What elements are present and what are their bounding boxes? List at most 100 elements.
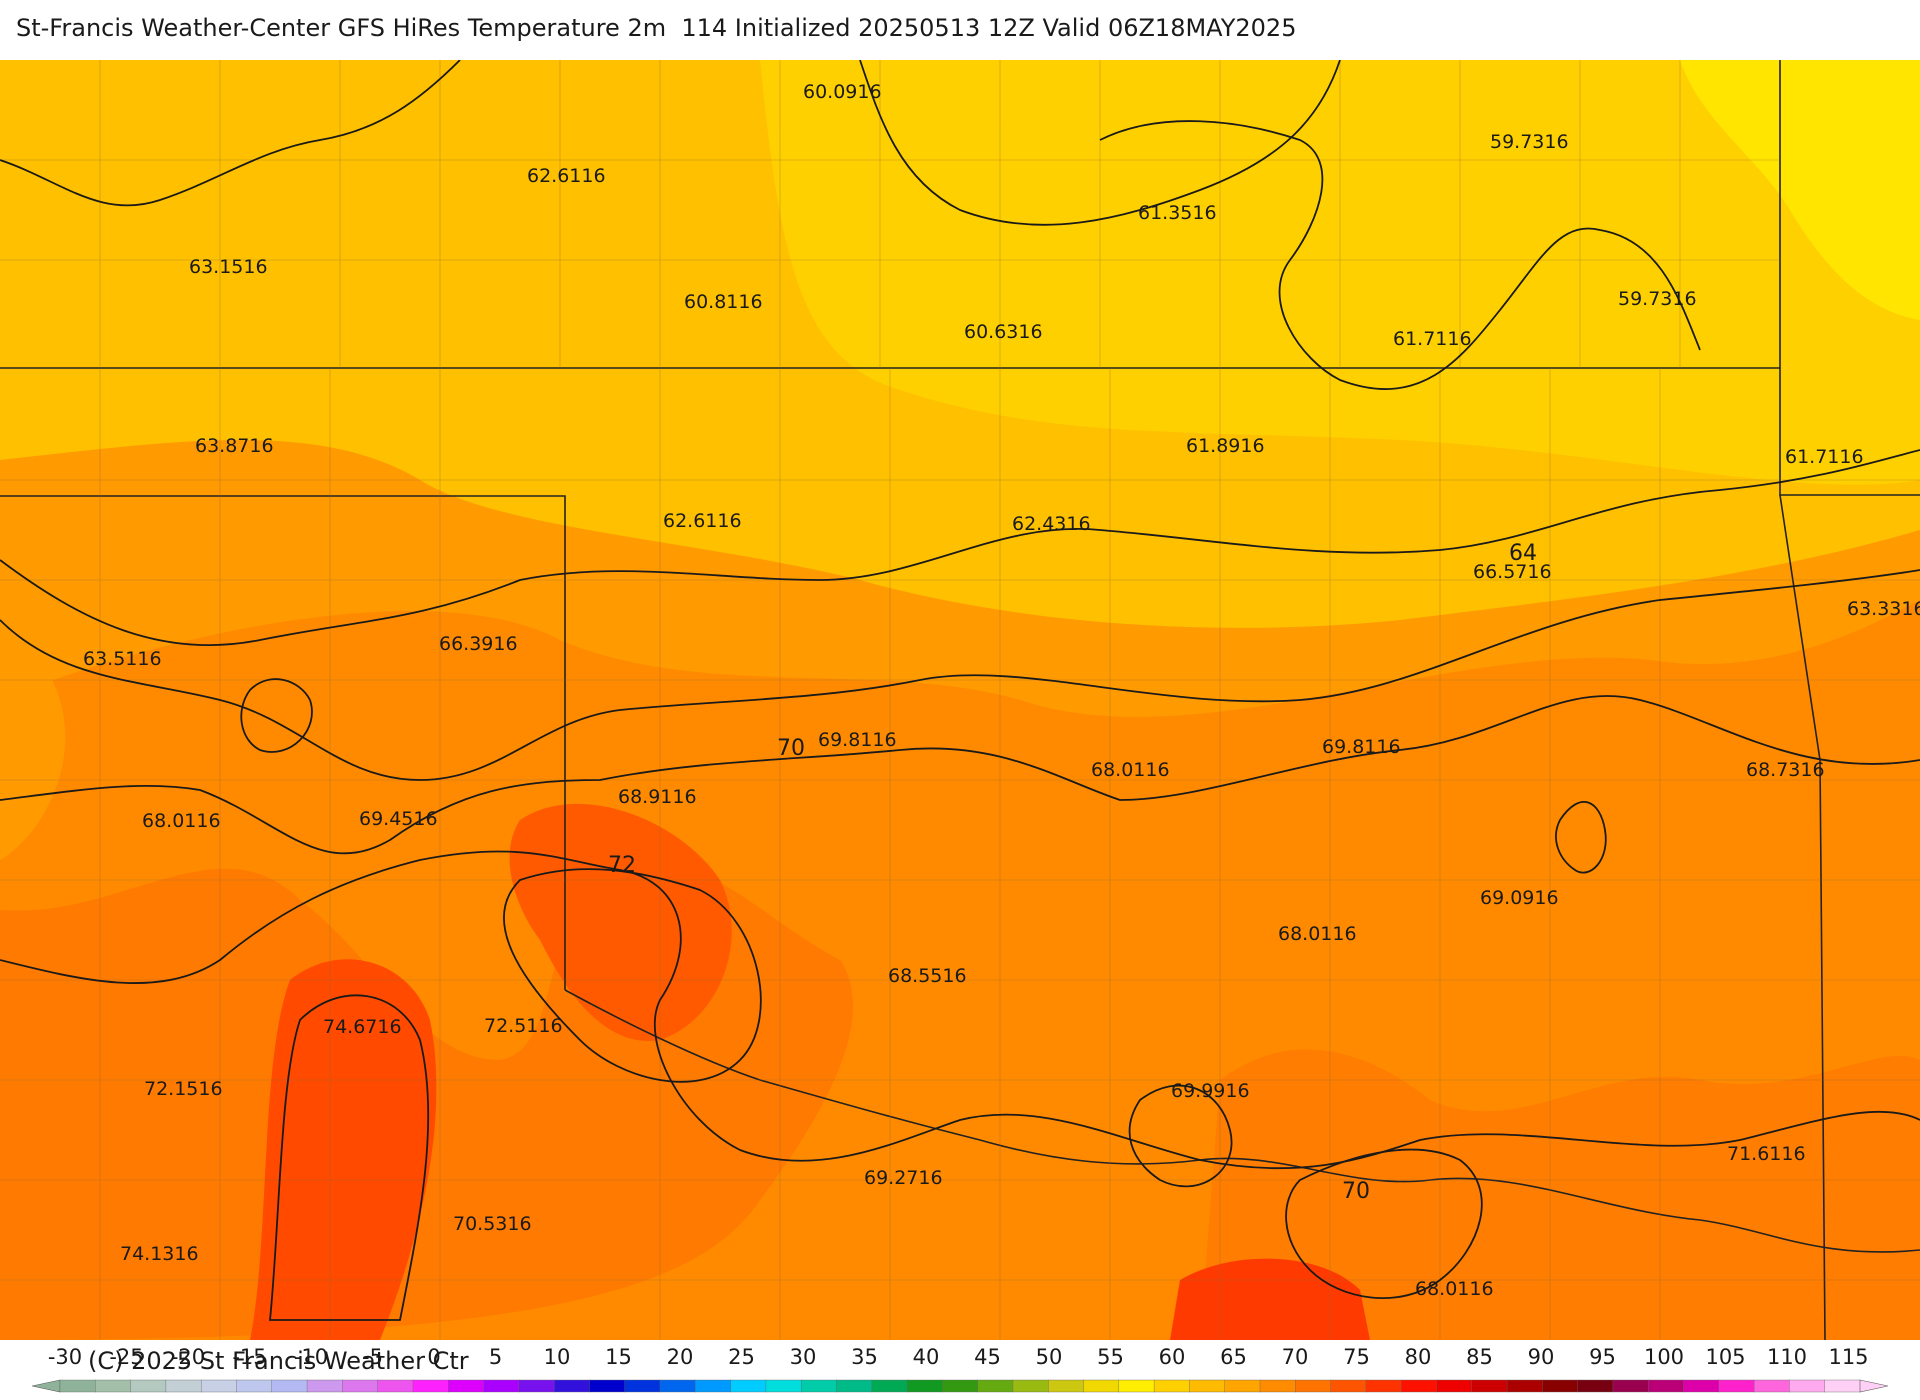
point-value: 60.8116: [684, 291, 763, 313]
legend-swatch: [59, 1379, 96, 1393]
point-value-labels: 60.0916 59.7316 62.6116 61.3516 63.1516 …: [83, 81, 1920, 1300]
point-value: 72.1516: [144, 1078, 223, 1100]
legend-color-bar: [31, 1379, 1889, 1393]
legend-tick-label: -25: [109, 1345, 143, 1369]
point-value: 60.0916: [803, 81, 882, 103]
legend-swatch: [977, 1379, 1014, 1393]
point-value: 59.7316: [1490, 131, 1569, 153]
contour-west-ring: [240, 678, 313, 753]
legend-swatch: [448, 1379, 485, 1393]
legend-swatch: [271, 1379, 308, 1393]
legend-swatch: [589, 1379, 626, 1393]
legend-swatch: [342, 1379, 379, 1393]
legend-swatch: [695, 1379, 732, 1393]
point-value: 68.7316: [1746, 759, 1825, 781]
legend-tick-label: 100: [1644, 1345, 1684, 1369]
point-value: 69.8116: [818, 729, 897, 751]
legend-swatch: [765, 1379, 802, 1393]
contour-74: [269, 994, 430, 1321]
legend-swatch: [165, 1379, 202, 1393]
contour-se: [1285, 1148, 1483, 1299]
contour-70: [0, 850, 1920, 1170]
point-value: 68.0116: [1278, 923, 1357, 945]
legend-swatch: [1648, 1379, 1685, 1393]
legend-swatch: [1718, 1379, 1755, 1393]
legend-swatch: [871, 1379, 908, 1393]
legend-swatch: [1753, 1379, 1791, 1393]
band-red-core-2: [250, 959, 437, 1340]
color-legend: -30 -25 -20 -15 -10 -5 0 5 10 15 20 25 30 35 40 45 50 55 6…: [31, 1345, 1889, 1393]
legend-tick-label: -10: [294, 1345, 328, 1369]
legend-swatch: [624, 1379, 661, 1393]
chart-title: St-Francis Weather-Center GFS HiRes Temp…: [16, 14, 1297, 42]
legend-tick-label: 95: [1589, 1345, 1616, 1369]
legend-tick-label: 115: [1828, 1345, 1868, 1369]
point-value: 62.4316: [1012, 513, 1091, 535]
legend-tick-label: 0: [427, 1345, 440, 1369]
legend-swatch: [730, 1379, 767, 1393]
legend-tick-label: -20: [171, 1345, 205, 1369]
point-value: 70.5316: [453, 1213, 532, 1235]
legend-tick-label: 105: [1705, 1345, 1745, 1369]
point-value: 69.8116: [1322, 736, 1401, 758]
legend-swatch: [1153, 1379, 1191, 1393]
legend-tick-label: 40: [913, 1345, 940, 1369]
legend-swatch: [836, 1379, 873, 1393]
contour-label: 72: [608, 853, 636, 878]
point-value: 59.7316: [1618, 288, 1697, 310]
contour-72: [503, 868, 762, 1083]
legend-swatch: [659, 1379, 696, 1393]
contour-66: [0, 569, 1920, 781]
contour-value-labels: 64 70 72 70: [608, 541, 1537, 1204]
legend-swatch: [1189, 1379, 1226, 1393]
contour-label: 70: [777, 736, 805, 761]
legend-swatch: [1083, 1379, 1120, 1393]
point-value: 68.0116: [142, 810, 221, 832]
point-value: 68.5516: [888, 965, 967, 987]
legend-tick-label: 75: [1343, 1345, 1370, 1369]
legend-swatch: [1118, 1379, 1155, 1393]
legend-tick-label: -30: [48, 1345, 82, 1369]
legend-swatch: [130, 1379, 167, 1393]
point-value: 72.5116: [484, 1015, 563, 1037]
legend-tick-label: 65: [1220, 1345, 1247, 1369]
band-bright-ne: [1680, 60, 1920, 320]
point-value: 61.7116: [1393, 328, 1472, 350]
point-value: 62.6116: [527, 165, 606, 187]
point-value: 68.0116: [1091, 759, 1170, 781]
contour-label: 64: [1509, 541, 1537, 566]
county-grid: [0, 60, 1920, 1340]
legend-swatch: [95, 1379, 132, 1393]
legend-swatch: [1012, 1379, 1049, 1393]
legend-tick-label: 5: [489, 1345, 502, 1369]
temperature-map[interactable]: 60.0916 59.7316 62.6116 61.3516 63.1516 …: [0, 60, 1920, 1340]
contour-north-2: [859, 60, 1341, 226]
contour-64: [0, 449, 1920, 647]
point-value: 68.0116: [1415, 1278, 1494, 1300]
legend-swatch: [1259, 1379, 1296, 1393]
legend-tick-label: -15: [232, 1345, 266, 1369]
legend-tick-label: 70: [1282, 1345, 1309, 1369]
legend-swatch: [1542, 1379, 1579, 1393]
legend-swatch: [553, 1379, 591, 1393]
isotherm-contours: [0, 60, 1920, 1321]
point-value: 74.6716: [323, 1016, 402, 1038]
boundary-panhandle: [0, 495, 566, 990]
legend-swatch: [377, 1379, 414, 1393]
point-value: 69.0916: [1480, 887, 1559, 909]
point-value: 69.9916: [1171, 1080, 1250, 1102]
point-value: 69.4516: [359, 808, 438, 830]
legend-swatch: [1224, 1379, 1261, 1393]
legend-swatch: [1436, 1379, 1473, 1393]
legend-tick-label: 55: [1097, 1345, 1124, 1369]
contour-label: 70: [1342, 1179, 1370, 1204]
legend-swatch: [306, 1379, 344, 1393]
legend-arrow-left: [31, 1379, 61, 1393]
legend-tick-label: 30: [790, 1345, 817, 1369]
legend-tick-label: 25: [728, 1345, 755, 1369]
point-value: 61.3516: [1138, 202, 1217, 224]
contour-68: [0, 695, 1920, 855]
point-value: 66.5716: [1473, 561, 1552, 583]
legend-swatch: [1400, 1379, 1438, 1393]
legend-swatch: [1365, 1379, 1402, 1393]
